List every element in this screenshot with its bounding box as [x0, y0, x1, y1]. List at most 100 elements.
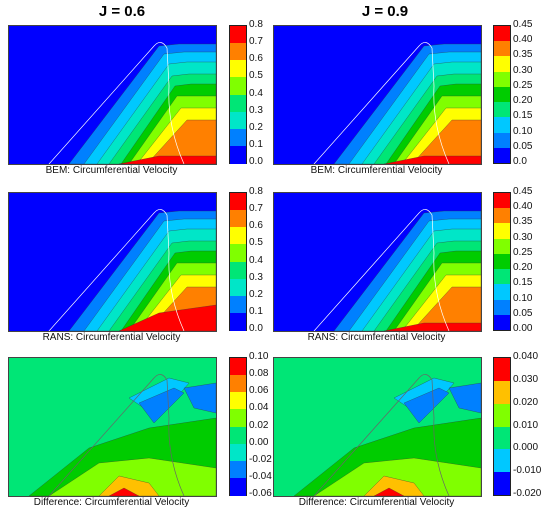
diff-band-7	[183, 382, 216, 414]
colorbar-tick-label: 0.05	[513, 140, 533, 152]
colorbar-tick-label: 0.00	[513, 323, 533, 334]
colorbar-tick-label: 0.0	[249, 323, 263, 334]
colorbar-tick-label: 0.20	[513, 95, 533, 107]
colorbar-swatch	[230, 261, 246, 280]
colorbar-swatch	[230, 392, 246, 410]
colorbar-swatch	[494, 41, 510, 57]
colorbar-tick-label: 0.0	[249, 156, 263, 167]
colorbar-tick-label: 0.30	[513, 64, 533, 76]
peak-band	[118, 155, 216, 164]
colorbar-swatch	[494, 314, 510, 331]
colorbar-swatch	[494, 193, 510, 209]
diff-band-7	[448, 382, 481, 414]
blade-outline	[48, 209, 185, 331]
colorbar	[229, 192, 247, 331]
contour-plot	[273, 357, 482, 497]
colorbar-swatch	[230, 210, 246, 228]
colorbar-swatch	[494, 284, 510, 301]
colorbar-tick-label: 0.0	[513, 156, 527, 167]
colorbar-tick-label: 0.40	[513, 34, 533, 46]
colorbar	[229, 357, 247, 496]
colorbar-swatch	[230, 443, 246, 462]
colorbar-tick-label: 0.000	[513, 442, 539, 454]
colorbar-tick-label: 0.45	[513, 186, 533, 197]
colorbar-tick-label: 0.3	[249, 271, 263, 283]
panel-caption: Difference: Circumferential Velocity	[33, 497, 190, 508]
colorbar-tick-label: 0.05	[513, 307, 533, 319]
colorbar-tick-label: 0.40	[513, 201, 533, 213]
colorbar-tick-label: 0.04	[249, 402, 269, 414]
colorbar-tick-label: 0.3	[249, 104, 263, 116]
colorbar-swatch	[494, 426, 510, 450]
peak-band	[383, 322, 481, 331]
colorbar-tick-label: -0.02	[249, 453, 272, 465]
colorbar-swatch	[230, 94, 246, 113]
colorbar-tick-label: 0.02	[249, 419, 269, 431]
diff-band-3	[363, 475, 425, 496]
colorbar-tick-label: 0.08	[249, 368, 269, 380]
colorbar-tick-label: 0.1	[249, 305, 263, 317]
colorbar-swatch	[230, 227, 246, 245]
colorbar-swatch	[494, 358, 510, 382]
colorbar-swatch	[494, 147, 510, 164]
colorbar-swatch	[494, 472, 510, 496]
contour-plot	[8, 357, 217, 497]
panel-caption: BEM: Circumferential Velocity	[45, 165, 178, 176]
colorbar-tick-label: 0.5	[249, 70, 263, 82]
colorbar-tick-label: 0.30	[513, 231, 533, 243]
colorbar-swatch	[230, 26, 246, 44]
colorbar-tick-label: 0.25	[513, 246, 533, 258]
colorbar-swatch	[230, 409, 246, 427]
contour-svg	[9, 358, 216, 496]
colorbar-tick-label: -0.04	[249, 470, 272, 482]
contour-plot	[273, 192, 482, 332]
colorbar-tick-label: 0.06	[249, 385, 269, 397]
colorbar-swatch	[230, 375, 246, 393]
panel-caption: RANS: Circumferential Velocity	[42, 332, 181, 343]
diff-band-6	[403, 387, 450, 424]
colorbar-tick-label: 0.010	[513, 419, 539, 431]
colorbar-swatch	[494, 449, 510, 473]
colorbar-swatch	[230, 77, 246, 95]
colorbar-tick-label: 0.4	[249, 87, 263, 99]
peak-band	[383, 155, 481, 164]
colorbar-tick-label: 0.25	[513, 79, 533, 91]
panel-caption: BEM: Circumferential Velocity	[310, 165, 443, 176]
colorbar-swatch	[230, 60, 246, 78]
col-title-right: J = 0.9	[361, 3, 409, 20]
colorbar-swatch	[230, 426, 246, 445]
diff-band-6	[138, 387, 185, 424]
colorbar-tick-label: -0.010	[513, 465, 542, 477]
col-title-left: J = 0.6	[98, 3, 146, 20]
colorbar-swatch	[494, 380, 510, 405]
colorbar-swatch	[230, 111, 246, 130]
colorbar-swatch	[494, 132, 510, 149]
contour-svg	[274, 26, 481, 164]
colorbar-tick-label: 0.020	[513, 396, 539, 408]
diff-band-4	[108, 487, 140, 496]
colorbar-swatch	[494, 71, 510, 88]
colorbar-tick-label: -0.06	[249, 488, 272, 499]
colorbar-swatch	[494, 238, 510, 255]
colorbar-tick-label: 0.2	[249, 288, 263, 300]
colorbar-tick-label: 0.4	[249, 254, 263, 266]
colorbar-swatch	[494, 253, 510, 270]
blade-outline	[313, 42, 450, 164]
colorbar-tick-label: 0.10	[513, 125, 533, 137]
colorbar-swatch	[230, 193, 246, 211]
blade-outline	[313, 209, 450, 331]
contour-plot	[8, 192, 217, 332]
colorbar-tick-label: 0.35	[513, 216, 533, 228]
colorbar-tick-label: 0.7	[249, 203, 263, 215]
diff-band-3	[98, 475, 160, 496]
colorbar-tick-label: 0.040	[513, 351, 539, 362]
colorbar-tick-label: 0.8	[249, 19, 263, 30]
colorbar-swatch	[494, 26, 510, 42]
blade-outline	[313, 374, 450, 496]
panel-caption: Difference: Circumferential Velocity	[298, 497, 455, 508]
colorbar-swatch	[494, 102, 510, 118]
colorbar-swatch	[230, 295, 246, 314]
colorbar-swatch	[230, 477, 246, 496]
blade-outline	[48, 42, 185, 164]
colorbar-swatch	[494, 117, 510, 134]
